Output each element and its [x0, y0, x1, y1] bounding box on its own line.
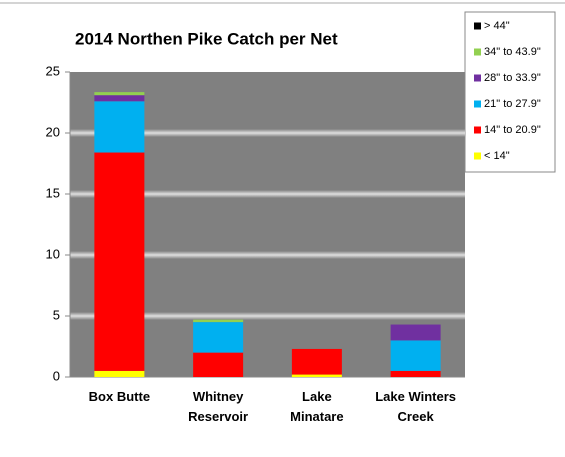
- chart-title: 2014 Northen Pike Catch per Net: [75, 29, 338, 48]
- legend-label: 14" to 20.9": [484, 124, 541, 136]
- bar-segment: [390, 324, 441, 341]
- legend-label: > 44": [484, 20, 510, 32]
- bar-segment: [94, 370, 145, 377]
- grid-line: [70, 190, 465, 198]
- grid-line: [70, 312, 465, 320]
- x-tick-label: Lake Winters Creek: [375, 389, 457, 424]
- bar-segment: [193, 319, 244, 323]
- bar-segment: [94, 92, 145, 96]
- legend-swatch: [474, 152, 481, 160]
- legend-label: 34" to 43.9": [484, 46, 541, 58]
- bar-segment: [193, 352, 244, 377]
- x-tick-label: Box Butte: [88, 389, 151, 404]
- bar-segment: [291, 374, 342, 377]
- legend-swatch: [474, 48, 481, 56]
- legend-swatch: [474, 100, 481, 108]
- grid-line: [70, 251, 465, 259]
- bar-segment: [193, 322, 244, 353]
- bar-segment: [94, 95, 145, 102]
- bar-segment: [390, 340, 441, 371]
- legend: [464, 11, 556, 173]
- legend-swatch: [474, 74, 481, 82]
- legend-label: 21" to 27.9": [484, 98, 541, 110]
- y-tick-label: 10: [46, 246, 60, 261]
- bar-segment: [94, 152, 145, 371]
- y-tick-label: 15: [46, 185, 60, 200]
- x-tick-label: Whitney Reservoir: [188, 389, 249, 424]
- legend-swatch: [474, 22, 481, 30]
- y-tick-label: 20: [46, 124, 60, 139]
- y-tick-label: 5: [53, 307, 60, 322]
- bar-segment: [390, 370, 441, 377]
- bar-segment: [291, 348, 342, 375]
- bar-segment: [94, 101, 145, 153]
- y-tick-label: 0: [53, 368, 60, 383]
- grid-line: [70, 129, 465, 137]
- x-tick-label: Lake Minatare: [290, 389, 344, 424]
- legend-swatch: [474, 126, 481, 134]
- legend-label: 28" to 33.9": [484, 72, 541, 84]
- legend-label: < 14": [484, 150, 510, 162]
- y-tick-label: 25: [46, 63, 60, 78]
